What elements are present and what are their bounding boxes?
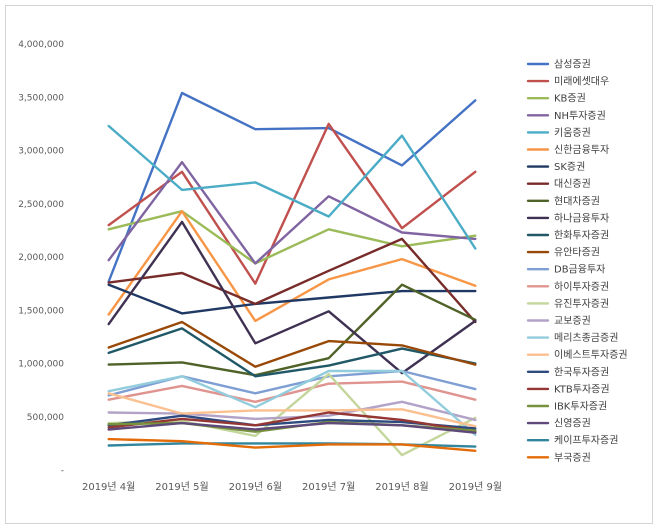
legend-label: 현대차증권 (554, 195, 600, 207)
y-tick-label: 500,000 (27, 413, 64, 423)
legend-label: 대신증권 (554, 178, 591, 190)
legend-label: 유안타증권 (554, 247, 600, 259)
legend-label: 신영증권 (554, 418, 591, 430)
y-axis: - 500,000 1,000,000 1,500,000 2,000,000 2,500… (18, 40, 64, 476)
series-line-9 (107, 283, 477, 377)
legend-label: 유진투자증권 (554, 298, 609, 310)
x-tick-label: 2019년 8월 (375, 481, 428, 493)
legend-label: KB증권 (554, 93, 586, 105)
legend-label: DB금융투자 (554, 264, 605, 276)
series-line-5 (107, 124, 477, 250)
series-line-11 (107, 327, 477, 378)
x-tick-label: 2019년 4월 (82, 481, 135, 493)
series-line-8 (107, 237, 477, 324)
legend-label: 하나금융투자 (554, 211, 609, 224)
legend-label: SK증권 (554, 161, 585, 173)
series-line-19 (107, 414, 477, 430)
series-lines (107, 91, 477, 457)
legend-label: 부국증권 (554, 452, 591, 464)
legend-label: 하이투자증권 (554, 280, 609, 293)
x-tick-label: 2019년 9월 (449, 481, 502, 493)
y-tick-label: 4,000,000 (18, 40, 64, 50)
y-tick-label: 3,500,000 (18, 93, 64, 103)
series-line-10 (107, 220, 477, 375)
x-tick-label: 2019년 7월 (302, 481, 355, 493)
series-line-22 (107, 421, 477, 434)
x-axis: 2019년 4월 2019년 5월 2019년 6월 2019년 7월 2019년 8월… (82, 481, 502, 493)
legend-label: 이베스트투자증권 (554, 349, 628, 361)
y-tick-label: - (61, 466, 64, 476)
legend-label: NH투자증권 (554, 110, 606, 122)
y-tick-label: 2,000,000 (18, 253, 64, 263)
legend-label: KTB투자증권 (554, 383, 610, 395)
series-line-3 (107, 209, 477, 265)
y-tick-label: 2,500,000 (18, 200, 64, 210)
x-tick-label: 2019년 5월 (155, 481, 208, 493)
series-line-6 (107, 209, 477, 323)
legend-label: 메리츠종금증권 (554, 332, 618, 344)
series-line-18 (107, 392, 477, 428)
legend-label: 한화투자증권 (554, 230, 609, 242)
series-line-14 (107, 380, 477, 403)
series-line-16 (107, 400, 477, 422)
series-line-12 (107, 320, 477, 368)
chart-frame (5, 5, 653, 524)
series-line-24 (107, 437, 477, 452)
y-tick-label: 1,000,000 (18, 360, 64, 370)
legend-label: 신한금융투자 (554, 144, 609, 156)
legend-label: 교보증권 (554, 315, 591, 327)
legend-label: 한국투자증권 (554, 366, 609, 378)
y-tick-label: 1,500,000 (18, 306, 64, 316)
legend-label: 키움증권 (554, 127, 591, 139)
x-tick-label: 2019년 6월 (229, 481, 282, 493)
legend-label: IBK투자증권 (554, 401, 607, 413)
legend-label: 케이프투자증권 (554, 435, 618, 447)
y-tick-label: 3,000,000 (18, 147, 64, 157)
series-line-20 (107, 411, 477, 433)
legend-label: 미래에셋대우 (554, 76, 609, 88)
legend-label: 삼성증권 (554, 59, 591, 71)
series-line-17 (107, 369, 477, 437)
